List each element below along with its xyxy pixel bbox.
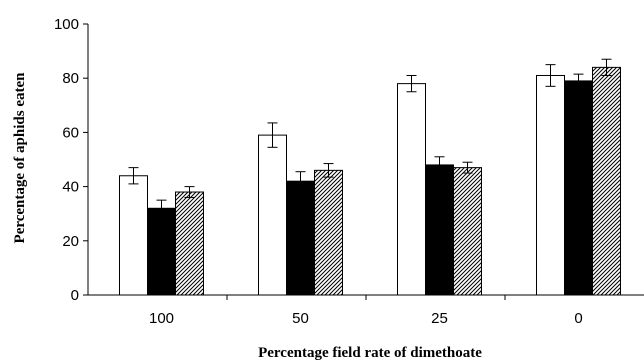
bar-hatched-25 <box>453 167 482 296</box>
bar-white-50 <box>258 134 287 296</box>
bar-hatched-50 <box>314 169 343 296</box>
axis-labels: 0 20 40 60 80 100 100 50 25 0 <box>54 16 583 327</box>
x-tick-label: 100 <box>149 310 174 327</box>
y-tick-label: 100 <box>54 16 79 33</box>
bar-hatched-0 <box>592 66 621 296</box>
bar-black-100 <box>147 207 176 296</box>
y-tick-label: 40 <box>62 179 79 196</box>
y-tick-label: 20 <box>62 233 79 250</box>
bar-black-50 <box>286 180 315 296</box>
bar-white-25 <box>397 83 426 296</box>
bar-white-100 <box>119 175 148 296</box>
x-axis-title: Percentage field rate of dimethoate <box>258 345 482 360</box>
bar-black-25 <box>425 164 454 296</box>
x-tick-label: 0 <box>574 310 582 327</box>
bar-black-0 <box>564 80 593 296</box>
bar-white-0 <box>536 74 565 296</box>
bar-hatched-100 <box>175 191 204 296</box>
bars <box>119 58 621 296</box>
x-tick-label: 25 <box>431 310 448 327</box>
x-tick-label: 50 <box>292 310 309 327</box>
y-axis-title: Percentage of aphids eaten <box>12 72 28 244</box>
y-tick-label: 60 <box>62 124 79 141</box>
y-tick-label: 80 <box>62 70 79 87</box>
y-tick-label: 0 <box>71 287 79 304</box>
